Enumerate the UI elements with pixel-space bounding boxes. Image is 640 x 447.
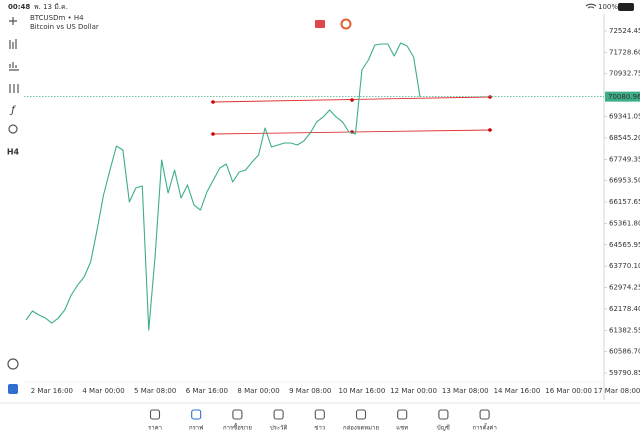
tab-label[interactable]: ราคา — [148, 425, 162, 432]
tab-label[interactable]: แชท — [396, 425, 408, 432]
trendline-anchor[interactable] — [488, 95, 492, 99]
wifi-icon — [585, 3, 597, 9]
x-tick-label: 9 Mar 08:00 — [289, 387, 331, 395]
tab-bar: ราคา กราฟ การซื้อขาย ประวัติ ข่าว กล่องจดหมาย… — [148, 409, 497, 432]
zoom-tool[interactable] — [7, 358, 19, 370]
tab-icon[interactable] — [355, 409, 367, 420]
tab-icon[interactable] — [397, 409, 408, 420]
y-tick-label: 61382.55 — [609, 326, 640, 334]
current-price-label: 70080.96 — [608, 93, 640, 101]
timeframe-button[interactable]: H4 — [7, 148, 20, 157]
battery-icon — [618, 3, 634, 11]
tab-icon[interactable] — [479, 409, 490, 420]
tab-label[interactable]: บัญชี — [437, 424, 450, 432]
y-tick-label: 60586.70 — [609, 348, 640, 356]
current-price-box — [605, 91, 640, 102]
x-tick-label: 4 Mar 00:00 — [82, 387, 124, 395]
price-line — [25, 42, 421, 331]
trendline-anchor[interactable] — [488, 128, 492, 132]
y-tick-label: 65361.80 — [609, 219, 640, 227]
y-tick-label: 62974.25 — [609, 284, 640, 292]
tab-icon[interactable] — [191, 409, 202, 420]
function-tool[interactable]: ƒ — [9, 105, 16, 116]
tab-label[interactable]: กล่องจดหมาย — [343, 425, 379, 432]
x-tick-label: 17 Mar 08:00 — [594, 387, 640, 395]
status-date: พ. 13 มี.ค. — [34, 3, 68, 11]
x-tick-label: 12 Mar 00:00 — [390, 387, 437, 395]
trade-button[interactable] — [315, 20, 325, 28]
y-tick-label: 63770.10 — [609, 262, 640, 270]
tab-label[interactable]: ประวัติ — [270, 425, 288, 432]
trendline-anchor[interactable] — [211, 132, 215, 136]
x-tick-label: 2 Mar 16:00 — [31, 387, 73, 395]
trendline-anchor[interactable] — [211, 100, 215, 104]
trendlines — [211, 95, 492, 136]
tab-icon[interactable] — [149, 409, 161, 420]
crosshair-tool[interactable] — [9, 17, 17, 25]
tab-label[interactable]: การตั้งค่า — [472, 422, 496, 432]
tab-icon[interactable] — [438, 409, 449, 420]
status-time: 00:48 — [8, 3, 30, 11]
left-toolbar: ƒ H4 — [7, 17, 20, 394]
tab-label[interactable]: กราฟ — [189, 425, 203, 432]
tab-icon[interactable] — [314, 409, 325, 420]
x-tick-label: 10 Mar 16:00 — [339, 387, 386, 395]
y-tick-label: 64565.95 — [609, 241, 640, 249]
y-tick-label: 66953.50 — [609, 177, 640, 185]
x-tick-label: 5 Mar 08:00 — [134, 387, 176, 395]
symbol-description: Bitcoin vs US Dollar — [30, 23, 99, 31]
objects-tool[interactable] — [8, 124, 18, 134]
indicators-tool[interactable] — [9, 84, 19, 93]
tab-label[interactable]: ข่าว — [314, 425, 325, 432]
y-tick-label: 66157.65 — [609, 198, 640, 206]
trendline-anchor[interactable] — [350, 98, 354, 102]
y-tick-label: 71728.60 — [609, 48, 640, 56]
y-tick-label: 67749.35 — [609, 155, 640, 163]
x-tick-label: 13 Mar 08:00 — [442, 387, 489, 395]
y-tick-label: 68545.20 — [609, 134, 640, 142]
y-tick-label: 69341.05 — [609, 113, 640, 121]
y-tick-label: 72524.45 — [609, 27, 640, 35]
chart-type-tool[interactable] — [9, 39, 17, 49]
y-tick-label: 62178.40 — [609, 305, 640, 313]
app-icon[interactable] — [8, 384, 18, 394]
one-click-button[interactable] — [340, 18, 352, 30]
y-tick-label: 59790.85 — [609, 369, 640, 377]
y-tick-label: 70932.75 — [609, 70, 640, 78]
x-tick-label: 14 Mar 16:00 — [494, 387, 541, 395]
x-tick-label: 8 Mar 00:00 — [237, 387, 279, 395]
status-battery: 100% — [598, 3, 618, 11]
bars-tool[interactable] — [9, 62, 19, 71]
x-tick-label: 6 Mar 16:00 — [186, 387, 228, 395]
x-tick-label: 16 Mar 00:00 — [545, 387, 592, 395]
symbol-name: BTCUSDm • H4 — [30, 14, 84, 22]
tab-icon[interactable] — [232, 409, 243, 420]
tab-label[interactable]: การซื้อขาย — [223, 422, 252, 432]
tab-icon[interactable] — [273, 409, 284, 420]
